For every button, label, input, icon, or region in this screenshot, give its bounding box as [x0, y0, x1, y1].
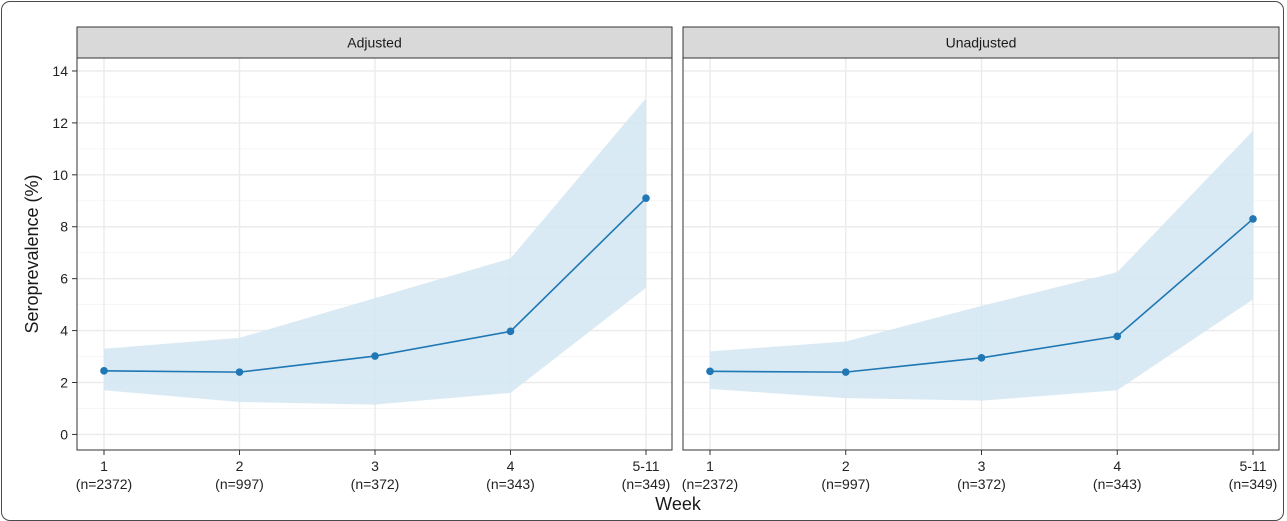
panel-strip-label: Adjusted — [347, 35, 401, 51]
y-tick-label: 12 — [52, 115, 68, 131]
y-axis-title: Seroprevalence (%) — [22, 174, 42, 333]
x-tick-count-label: (n=343) — [1093, 476, 1142, 492]
y-tick-label: 4 — [60, 323, 68, 339]
x-tick-count-label: (n=372) — [957, 476, 1006, 492]
x-tick-label: 4 — [507, 458, 515, 474]
x-tick-label: 1 — [706, 458, 714, 474]
x-axis: 1 (n=2372) 2 (n=997) 3 (n=372) 4 (n=343) 5-11 (n=… — [76, 450, 1278, 492]
x-tick-count-label: (n=372) — [351, 476, 400, 492]
x-tick-label: 1 — [100, 458, 108, 474]
x-tick-count-label: (n=2372) — [682, 476, 738, 492]
data-point-week-3 — [977, 354, 986, 362]
x-tick-label: 2 — [236, 458, 244, 474]
y-tick-label: 6 — [60, 271, 68, 287]
x-tick-count-label: (n=349) — [1229, 476, 1278, 492]
x-tick-count-label: (n=349) — [622, 476, 671, 492]
x-tick-count-label: (n=343) — [486, 476, 535, 492]
x-tick-label: 4 — [1113, 458, 1121, 474]
panel-unadjusted: Unadjusted — [682, 26, 1280, 451]
data-point-week-4 — [506, 327, 515, 336]
panels-layer: Adjusted Unadjusted — [76, 26, 1280, 451]
data-point-week-4 — [1113, 332, 1122, 341]
x-tick-count-label: (n=2372) — [76, 476, 132, 492]
x-tick-label: 3 — [371, 458, 379, 474]
x-tick-label: 3 — [978, 458, 986, 474]
panel-adjusted: Adjusted — [76, 26, 673, 451]
data-point-week-1 — [706, 367, 714, 376]
y-axis: 0 2 4 6 8 10 12 14 — [52, 63, 77, 442]
y-tick-label: 10 — [52, 167, 68, 183]
data-point-week-5-11 — [1249, 215, 1257, 223]
panel-strip — [682, 26, 1280, 59]
y-tick-label: 0 — [60, 426, 68, 442]
data-point-week-3 — [371, 352, 379, 360]
y-tick-label: 14 — [52, 63, 68, 79]
data-point-week-2 — [841, 368, 850, 376]
x-axis-title: Week — [655, 494, 702, 513]
y-tick-label: 2 — [60, 375, 68, 391]
x-tick-count-label: (n=997) — [821, 476, 870, 492]
y-tick-label: 8 — [60, 219, 68, 235]
data-point-week-2 — [235, 368, 244, 376]
x-tick-label: 2 — [842, 458, 850, 474]
x-tick-label: 5-11 — [1240, 458, 1267, 474]
x-tick-count-label: (n=997) — [215, 476, 264, 492]
data-point-week-1 — [100, 367, 108, 375]
x-tick-label: 5-11 — [633, 458, 660, 474]
panel-strip-label: Unadjusted — [946, 35, 1017, 51]
data-point-week-5-11 — [642, 194, 650, 202]
